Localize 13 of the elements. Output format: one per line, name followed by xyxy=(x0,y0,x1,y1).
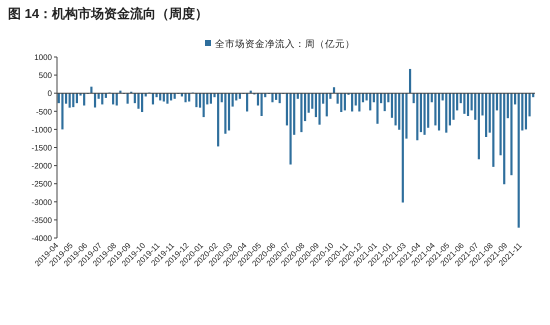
chart-title: 图 14：机构市场资金流向（周度） xyxy=(8,6,208,21)
y-tick-label: -3000 xyxy=(32,198,53,207)
y-tick-label: -3500 xyxy=(32,216,53,225)
y-tick-label: 1000 xyxy=(34,53,53,62)
y-tick-label: 0 xyxy=(48,89,53,98)
y-tick-label: -1000 xyxy=(32,125,53,134)
y-tick-label: 500 xyxy=(38,71,53,80)
y-tick-label: -500 xyxy=(36,107,53,116)
legend-label: 全市场资金净流入：周（亿元） xyxy=(215,38,355,50)
y-tick-label: -2000 xyxy=(32,162,53,171)
y-tick-label: -2500 xyxy=(32,180,53,189)
y-tick-label: -4000 xyxy=(32,234,53,243)
y-tick-label: -1500 xyxy=(32,144,53,152)
